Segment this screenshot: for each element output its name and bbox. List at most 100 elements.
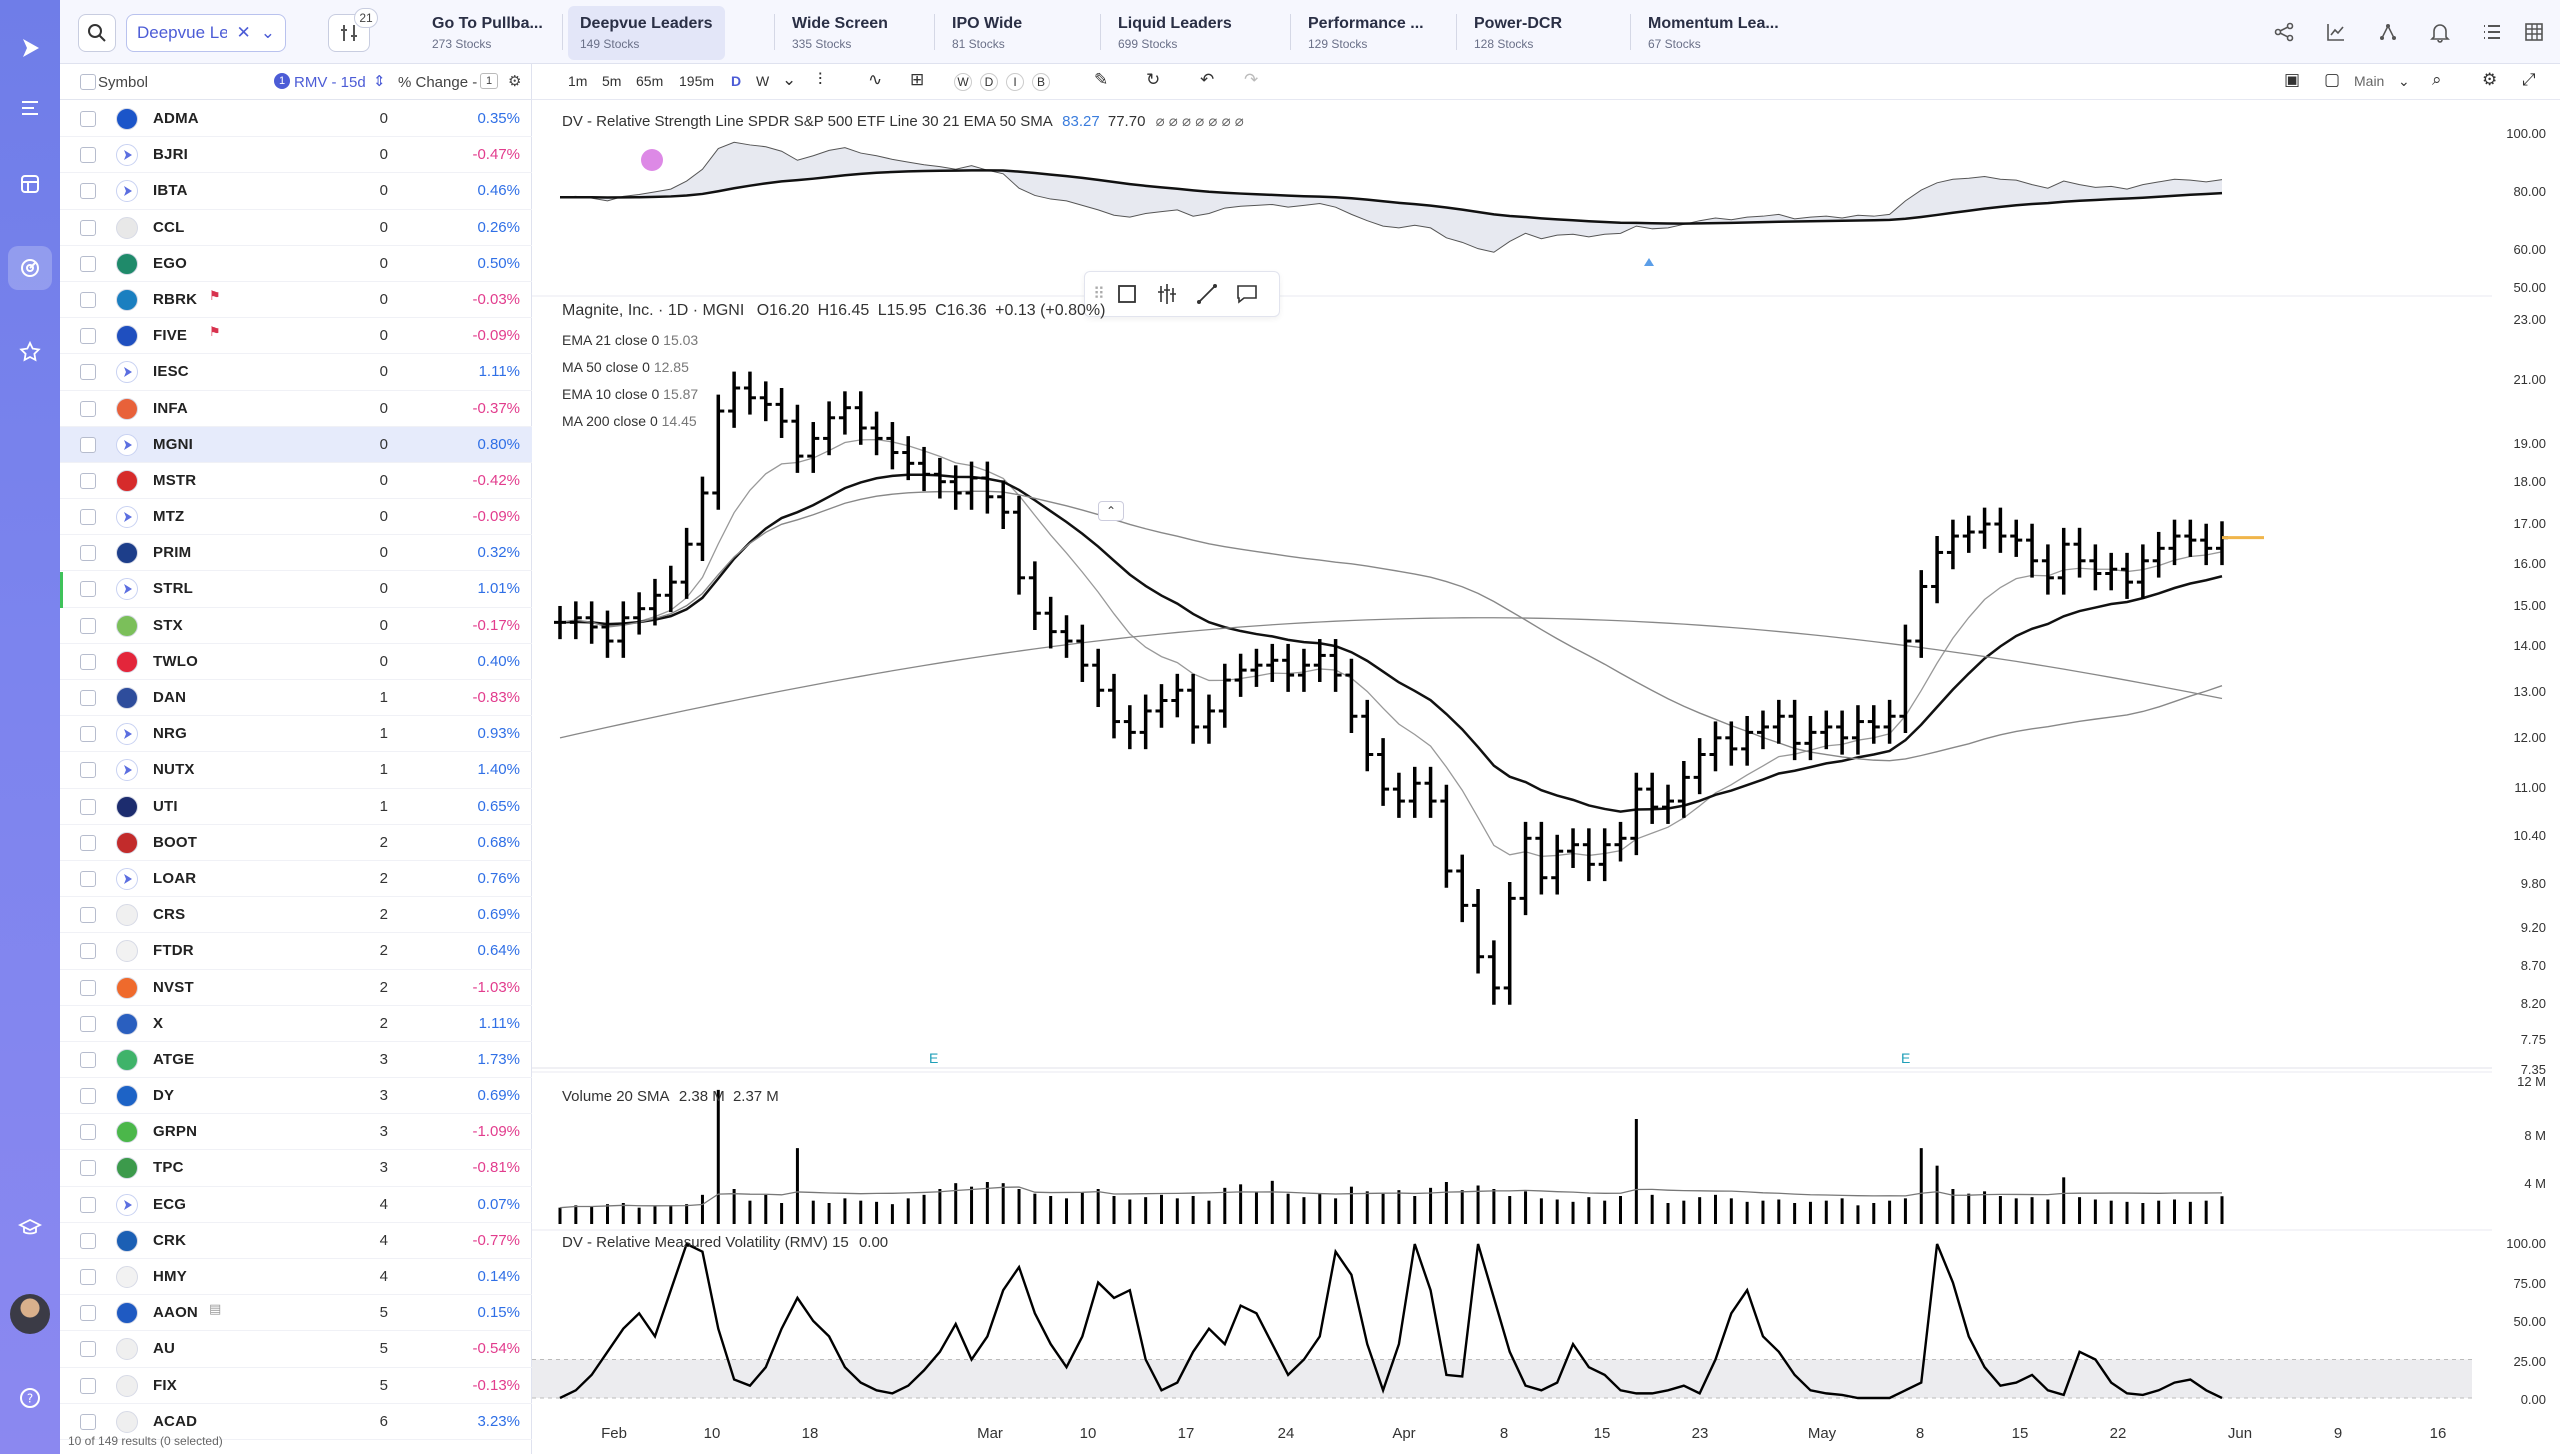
fullscreen-icon[interactable]: ⤢ bbox=[2522, 70, 2536, 89]
row-checkbox[interactable] bbox=[80, 328, 96, 345]
tab-7[interactable]: Momentum Lea... 67 Stocks bbox=[1636, 6, 1791, 60]
list-item[interactable]: EGO 0 0.50% bbox=[60, 246, 532, 282]
undo-icon[interactable]: ↶ bbox=[1200, 70, 1215, 89]
row-checkbox[interactable] bbox=[80, 183, 96, 200]
chart-icon[interactable] bbox=[2322, 18, 2350, 46]
row-checkbox[interactable] bbox=[80, 1015, 96, 1032]
row-checkbox[interactable] bbox=[80, 111, 96, 127]
list-item[interactable]: PRIM 0 0.32% bbox=[60, 535, 532, 572]
list-item[interactable]: RBRK ⚑ 0 -0.03% bbox=[60, 282, 532, 319]
bell-icon[interactable] bbox=[2426, 18, 2454, 46]
watchlist-select[interactable]: Deepvue Le... ✕ ⌄ bbox=[126, 14, 286, 52]
row-checkbox[interactable] bbox=[80, 1377, 96, 1394]
list-item[interactable]: FIVE ⚑ 0 -0.09% bbox=[60, 318, 532, 355]
trendline-tool-icon[interactable] bbox=[1195, 282, 1219, 306]
settings-icon[interactable]: ⚙ bbox=[508, 73, 522, 90]
menu-lines-icon[interactable] bbox=[8, 86, 52, 130]
list-item[interactable]: IESC 0 1.11% bbox=[60, 354, 532, 391]
folder-icon[interactable]: ▢ bbox=[2324, 70, 2341, 89]
row-checkbox[interactable] bbox=[80, 1088, 96, 1105]
tab-4[interactable]: Liquid Leaders 699 Stocks bbox=[1106, 6, 1244, 60]
row-checkbox[interactable] bbox=[80, 1124, 96, 1141]
row-checkbox[interactable] bbox=[80, 653, 96, 670]
tab-6[interactable]: Power-DCR 128 Stocks bbox=[1462, 6, 1574, 60]
row-checkbox[interactable] bbox=[80, 364, 96, 381]
list-item[interactable]: UTI 1 0.65% bbox=[60, 789, 532, 825]
indicators-icon[interactable]: ∿ bbox=[868, 70, 883, 89]
row-checkbox[interactable] bbox=[80, 1196, 96, 1213]
list-item[interactable]: MGNI 0 0.80% bbox=[60, 426, 532, 463]
row-checkbox[interactable] bbox=[80, 545, 96, 562]
list-item[interactable]: TWLO 0 0.40% bbox=[60, 644, 532, 680]
list-item[interactable]: BOOT 2 0.68% bbox=[60, 825, 532, 861]
star-icon[interactable] bbox=[8, 330, 52, 374]
gear-icon[interactable]: ⚙ bbox=[2482, 70, 2498, 89]
list-item[interactable]: NRG 1 0.93% bbox=[60, 716, 532, 753]
sort-icon[interactable]: ⇕ bbox=[373, 73, 386, 90]
row-checkbox[interactable] bbox=[80, 255, 96, 272]
list-item[interactable]: IBTA 0 0.46% bbox=[60, 173, 532, 210]
list-item[interactable]: DY 3 0.69% bbox=[60, 1078, 532, 1115]
period-marker-2[interactable]: I bbox=[1006, 73, 1024, 91]
help-icon[interactable]: ? bbox=[8, 1376, 52, 1420]
list-item[interactable]: FTDR 2 0.64% bbox=[60, 933, 532, 970]
rmv-column-header[interactable]: RMV - 15d bbox=[294, 74, 366, 91]
row-checkbox[interactable] bbox=[80, 834, 96, 851]
symbol-column-header[interactable]: Symbol bbox=[98, 74, 149, 91]
list-view-icon[interactable] bbox=[2478, 18, 2506, 46]
layout-icon[interactable] bbox=[8, 162, 52, 206]
list-item[interactable]: HMY 4 0.14% bbox=[60, 1259, 532, 1296]
row-checkbox[interactable] bbox=[80, 400, 96, 417]
tab-0[interactable]: Go To Pullba... 273 Stocks bbox=[420, 6, 555, 60]
chevron-down-icon[interactable]: ⌄ bbox=[782, 70, 797, 89]
interval-5[interactable]: W bbox=[756, 73, 770, 89]
row-checkbox[interactable] bbox=[80, 1413, 96, 1430]
share-icon[interactable] bbox=[2270, 18, 2298, 46]
flag-icon[interactable]: ⚑ bbox=[209, 287, 221, 303]
interval-4[interactable]: D bbox=[731, 73, 742, 89]
list-item[interactable]: STRL 0 1.01% bbox=[60, 571, 532, 608]
list-item[interactable]: X 2 1.11% bbox=[60, 1006, 532, 1042]
chevron-down-icon[interactable]: ⌄ bbox=[260, 23, 275, 42]
row-checkbox[interactable] bbox=[80, 617, 96, 634]
row-checkbox[interactable] bbox=[80, 1305, 96, 1322]
select-all-checkbox[interactable] bbox=[80, 74, 96, 90]
templates-icon[interactable]: ⊞ bbox=[910, 70, 925, 89]
row-checkbox[interactable] bbox=[80, 291, 96, 308]
comment-tool-icon[interactable] bbox=[1235, 282, 1259, 306]
bar-style-icon[interactable]: ⫶ bbox=[818, 70, 823, 89]
interval-2[interactable]: 65m bbox=[636, 73, 664, 89]
list-item[interactable]: CRK 4 -0.77% bbox=[60, 1223, 532, 1259]
search-button[interactable] bbox=[78, 14, 116, 52]
list-item[interactable]: TPC 3 -0.81% bbox=[60, 1150, 532, 1187]
bars-tool-icon[interactable] bbox=[1155, 282, 1179, 306]
list-item[interactable]: MSTR 0 -0.42% bbox=[60, 463, 532, 500]
row-checkbox[interactable] bbox=[80, 147, 96, 164]
indicator-legend[interactable]: EMA 21 close 0 15.03 bbox=[562, 332, 698, 348]
list-item[interactable]: AU 5 -0.54% bbox=[60, 1331, 532, 1368]
row-checkbox[interactable] bbox=[80, 509, 96, 526]
layout-name[interactable]: Main bbox=[2354, 73, 2385, 89]
note-icon[interactable]: ▤ bbox=[209, 1301, 222, 1317]
row-checkbox[interactable] bbox=[80, 1232, 96, 1249]
list-item[interactable]: CRS 2 0.69% bbox=[60, 897, 532, 934]
list-item[interactable]: NUTX 1 1.40% bbox=[60, 752, 532, 789]
network-icon[interactable] bbox=[2374, 18, 2402, 46]
row-checkbox[interactable] bbox=[80, 1269, 96, 1285]
list-item[interactable]: ACAD 6 3.23% bbox=[60, 1404, 532, 1440]
collapse-legend-button[interactable]: ⌃ bbox=[1098, 501, 1124, 521]
interval-0[interactable]: 1m bbox=[568, 73, 588, 89]
period-marker-0[interactable]: W bbox=[954, 73, 972, 91]
tab-2[interactable]: Wide Screen 335 Stocks bbox=[780, 6, 900, 60]
interval-1[interactable]: 5m bbox=[602, 73, 622, 89]
row-checkbox[interactable] bbox=[80, 762, 96, 779]
logo-play-icon[interactable] bbox=[8, 26, 52, 70]
row-checkbox[interactable] bbox=[80, 907, 96, 924]
row-checkbox[interactable] bbox=[80, 690, 96, 706]
tab-1[interactable]: Deepvue Leaders 149 Stocks bbox=[568, 6, 725, 60]
list-item[interactable]: INFA 0 -0.37% bbox=[60, 391, 532, 427]
list-item[interactable]: BJRI 0 -0.47% bbox=[60, 137, 532, 174]
avatar[interactable] bbox=[10, 1294, 50, 1334]
indicator-legend[interactable]: EMA 10 close 0 15.87 bbox=[562, 386, 698, 402]
eraser-icon[interactable]: ✎ bbox=[1094, 70, 1109, 89]
